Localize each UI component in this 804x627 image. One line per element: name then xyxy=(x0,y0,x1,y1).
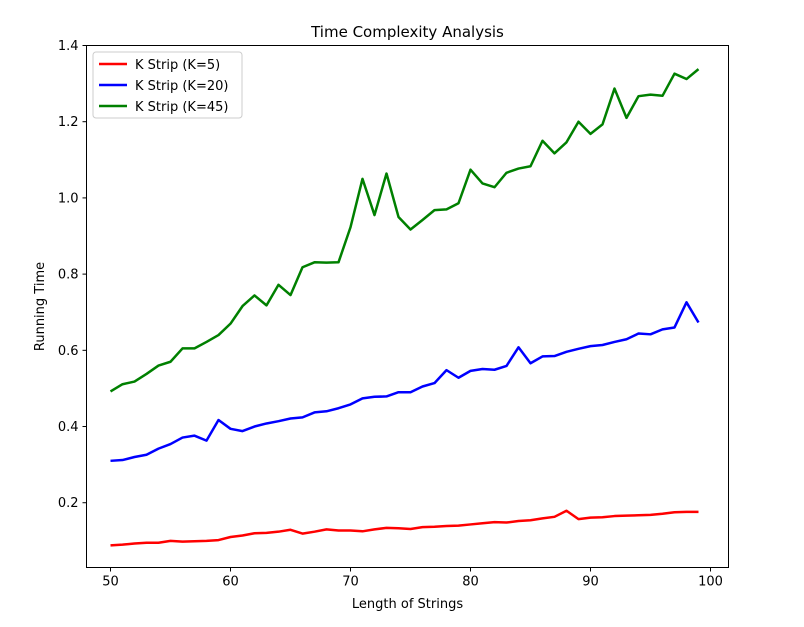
y-tick-label: 1.0 xyxy=(58,191,79,206)
legend: K Strip (K=5) K Strip (K=20) K Strip (K=… xyxy=(92,51,243,119)
y-axis-ticks: 0.2 0.4 0.6 0.8 1.0 1.2 1.4 xyxy=(58,39,87,511)
plot-lines xyxy=(109,68,700,547)
legend-label-k20: K Strip (K=20) xyxy=(135,79,228,94)
x-tick-label: 90 xyxy=(582,575,599,590)
x-tick-label: 100 xyxy=(698,575,723,590)
legend-label-k45: K Strip (K=45) xyxy=(135,100,228,115)
y-tick-label: 1.4 xyxy=(58,39,79,54)
plot-area-frame xyxy=(86,45,729,568)
y-tick-label: 0.8 xyxy=(58,268,79,283)
y-tick-label: 1.2 xyxy=(58,115,79,130)
y-tick-label: 0.6 xyxy=(58,344,79,359)
y-axis-label: Running Time xyxy=(33,262,48,351)
x-axis-label: Length of Strings xyxy=(352,597,463,612)
chart-title: Time Complexity Analysis xyxy=(310,23,504,41)
x-tick-label: 70 xyxy=(342,575,359,590)
x-tick-label: 50 xyxy=(102,575,119,590)
y-tick-label: 0.4 xyxy=(58,420,79,435)
legend-box xyxy=(92,51,243,119)
legend-label-k5: K Strip (K=5) xyxy=(135,58,220,73)
x-axis-ticks: 50 60 70 80 90 100 xyxy=(102,567,723,590)
series-line-1 xyxy=(110,509,699,547)
series-line-2 xyxy=(110,301,700,463)
x-tick-label: 80 xyxy=(462,575,479,590)
y-tick-label: 0.2 xyxy=(58,496,79,511)
x-tick-label: 60 xyxy=(222,575,239,590)
series-line-3 xyxy=(109,68,700,393)
